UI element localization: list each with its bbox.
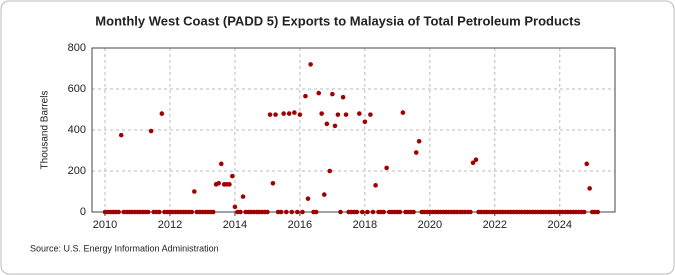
data-point bbox=[468, 209, 473, 215]
data-point bbox=[278, 209, 284, 215]
data-point bbox=[238, 209, 243, 215]
data-point bbox=[232, 204, 238, 210]
data-point bbox=[305, 196, 311, 201]
source-note: Source: U.S. Energy Information Administ… bbox=[30, 243, 219, 253]
data-point bbox=[189, 209, 195, 215]
data-point bbox=[286, 111, 292, 116]
data-point bbox=[295, 209, 300, 215]
data-point bbox=[227, 182, 232, 187]
data-point bbox=[303, 93, 308, 99]
data-point bbox=[330, 91, 335, 97]
data-point bbox=[343, 112, 349, 117]
x-tick-label: 2016 bbox=[288, 219, 312, 231]
data-point bbox=[218, 161, 224, 167]
data-point bbox=[470, 160, 476, 166]
data-point bbox=[411, 209, 416, 215]
x-tick-label: 2020 bbox=[418, 219, 442, 231]
data-point bbox=[400, 110, 406, 115]
data-point bbox=[321, 192, 327, 197]
data-point bbox=[340, 94, 346, 100]
data-point bbox=[116, 209, 121, 215]
data-point bbox=[230, 173, 235, 179]
data-point bbox=[265, 209, 270, 215]
x-tick-label: 2018 bbox=[353, 219, 377, 231]
data-point bbox=[397, 209, 403, 215]
data-point bbox=[283, 209, 289, 215]
y-axis-label: Thousand Barrels bbox=[40, 91, 51, 170]
data-point bbox=[581, 209, 587, 215]
data-point bbox=[156, 209, 162, 215]
data-point bbox=[210, 209, 216, 215]
data-point bbox=[192, 189, 197, 194]
y-tick-label: 0 bbox=[80, 206, 86, 218]
data-point bbox=[373, 183, 378, 188]
data-point bbox=[324, 121, 330, 127]
x-tick-label: 2022 bbox=[483, 219, 507, 231]
data-point bbox=[357, 111, 362, 116]
chart-title: Monthly West Coast (PADD 5) Exports to M… bbox=[95, 13, 580, 28]
data-point bbox=[300, 209, 305, 215]
data-point bbox=[359, 209, 365, 215]
data-point bbox=[370, 209, 376, 215]
data-point bbox=[332, 123, 338, 129]
data-point bbox=[297, 112, 303, 117]
data-point bbox=[118, 132, 124, 138]
data-point bbox=[159, 111, 165, 116]
y-tick-label: 600 bbox=[68, 83, 86, 95]
data-point bbox=[335, 112, 341, 117]
data-point bbox=[587, 186, 592, 191]
y-tick-label: 800 bbox=[68, 42, 86, 54]
data-point bbox=[289, 209, 295, 215]
x-tick-label: 2012 bbox=[158, 219, 182, 231]
data-point bbox=[384, 165, 389, 171]
data-point bbox=[273, 112, 278, 117]
data-point bbox=[584, 161, 590, 167]
y-tick-label: 400 bbox=[68, 124, 86, 136]
data-point bbox=[473, 157, 479, 163]
x-tick-label: 2014 bbox=[223, 219, 247, 231]
data-point bbox=[595, 209, 601, 215]
y-tick-label: 200 bbox=[68, 165, 86, 177]
data-point bbox=[270, 181, 276, 186]
data-point bbox=[292, 110, 297, 115]
data-point bbox=[145, 209, 151, 215]
data-point bbox=[381, 209, 387, 215]
data-point bbox=[362, 119, 368, 125]
data-point bbox=[319, 111, 324, 116]
data-point bbox=[216, 181, 221, 186]
data-point bbox=[413, 150, 419, 155]
data-point bbox=[416, 138, 422, 144]
data-point bbox=[354, 209, 360, 215]
x-tick-label: 2024 bbox=[548, 219, 572, 231]
data-point bbox=[267, 112, 273, 117]
data-point bbox=[240, 194, 246, 199]
data-point bbox=[327, 168, 333, 174]
data-point bbox=[338, 209, 343, 215]
data-point bbox=[316, 90, 322, 96]
data-point bbox=[313, 209, 319, 215]
x-tick-label: 2010 bbox=[93, 219, 117, 231]
data-point bbox=[308, 62, 313, 67]
data-point bbox=[368, 112, 373, 117]
data-point bbox=[365, 209, 370, 215]
data-point bbox=[281, 111, 286, 116]
data-point bbox=[148, 128, 154, 134]
